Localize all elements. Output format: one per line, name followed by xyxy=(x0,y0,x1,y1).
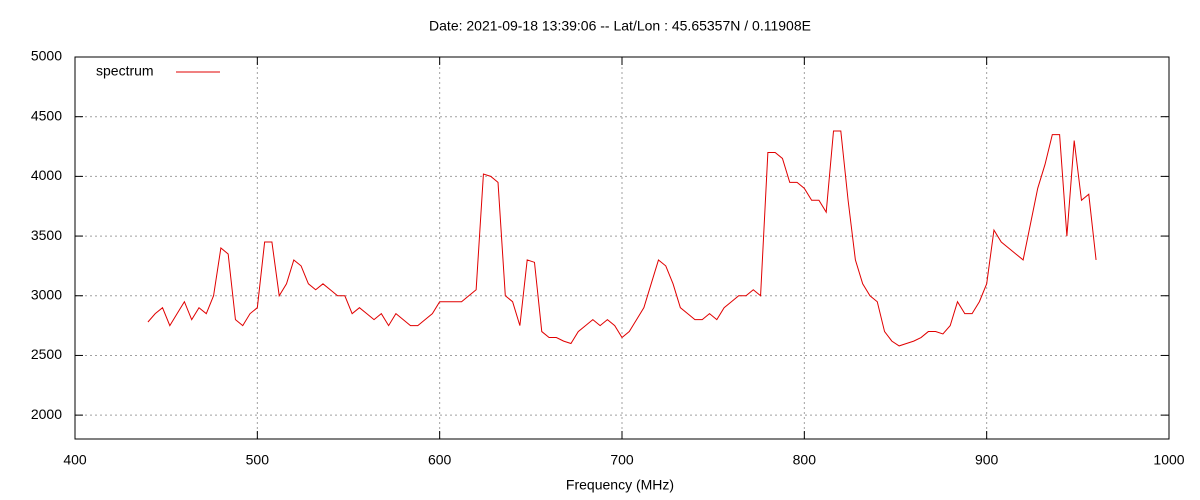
plot-frame xyxy=(74,56,1170,440)
y-tick-label: 2000 xyxy=(31,406,62,422)
y-tick-label: 4500 xyxy=(31,107,62,123)
legend-label: spectrum xyxy=(96,63,154,79)
x-tick-label: 1000 xyxy=(1153,452,1184,468)
y-tick-label: 3500 xyxy=(31,227,62,243)
x-tick-label: 500 xyxy=(246,452,270,468)
y-tick-label: 2500 xyxy=(31,346,62,362)
x-tick-label: 900 xyxy=(975,452,999,468)
y-tick-label: 3000 xyxy=(31,286,62,302)
x-tick-label: 800 xyxy=(793,452,817,468)
x-tick-label: 700 xyxy=(610,452,634,468)
x-tick-label: 600 xyxy=(428,452,452,468)
y-tick-label: 5000 xyxy=(31,48,62,64)
x-tick-label: 400 xyxy=(63,452,87,468)
line-series xyxy=(147,130,1097,347)
y-tick-label: 4000 xyxy=(31,167,62,183)
chart-title: Date: 2021-09-18 13:39:06 -- Lat/Lon : 4… xyxy=(429,18,811,34)
x-axis-label: Frequency (MHz) xyxy=(566,477,674,493)
